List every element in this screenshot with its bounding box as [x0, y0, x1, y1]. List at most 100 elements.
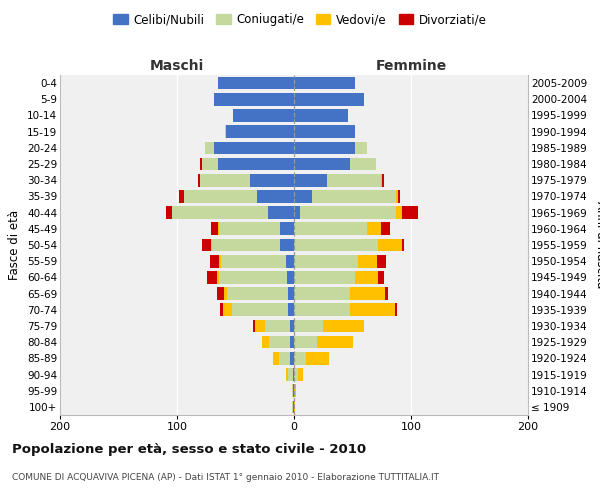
- Bar: [292, 384, 293, 397]
- Bar: [396, 206, 401, 219]
- Bar: [198, 174, 200, 186]
- Bar: [214, 142, 294, 154]
- Bar: [401, 206, 418, 219]
- Bar: [287, 271, 294, 283]
- Bar: [288, 368, 293, 381]
- Bar: [210, 255, 219, 268]
- Bar: [378, 238, 401, 252]
- Bar: [286, 255, 294, 268]
- Bar: [294, 255, 358, 268]
- Bar: [172, 206, 268, 219]
- Bar: [396, 190, 398, 202]
- Bar: [279, 352, 290, 364]
- Bar: [401, 238, 404, 252]
- Bar: [288, 304, 294, 316]
- Bar: [257, 190, 294, 202]
- Bar: [398, 190, 400, 202]
- Bar: [294, 384, 296, 397]
- Bar: [293, 368, 294, 381]
- Bar: [294, 288, 350, 300]
- Bar: [317, 336, 353, 348]
- Bar: [202, 158, 218, 170]
- Bar: [323, 320, 364, 332]
- Bar: [184, 190, 257, 202]
- Bar: [226, 126, 294, 138]
- Bar: [218, 77, 294, 90]
- Bar: [219, 271, 287, 283]
- Bar: [293, 400, 294, 413]
- Bar: [292, 400, 293, 413]
- Bar: [298, 368, 304, 381]
- Bar: [256, 320, 265, 332]
- Bar: [225, 126, 226, 138]
- Bar: [294, 93, 364, 106]
- Y-axis label: Fasce di età: Fasce di età: [8, 210, 22, 280]
- Bar: [166, 206, 172, 219]
- Bar: [290, 352, 294, 364]
- Bar: [294, 77, 355, 90]
- Bar: [224, 288, 227, 300]
- Bar: [290, 336, 294, 348]
- Bar: [227, 288, 288, 300]
- Bar: [205, 142, 214, 154]
- Bar: [300, 206, 396, 219]
- Bar: [219, 255, 221, 268]
- Bar: [358, 255, 377, 268]
- Bar: [232, 304, 288, 316]
- Bar: [294, 158, 350, 170]
- Bar: [250, 174, 294, 186]
- Bar: [350, 304, 395, 316]
- Bar: [294, 126, 355, 138]
- Bar: [218, 158, 294, 170]
- Bar: [395, 304, 397, 316]
- Bar: [294, 400, 295, 413]
- Bar: [382, 174, 384, 186]
- Bar: [219, 222, 280, 235]
- Bar: [377, 255, 386, 268]
- Bar: [294, 304, 350, 316]
- Bar: [273, 352, 279, 364]
- Bar: [269, 336, 290, 348]
- Bar: [350, 158, 376, 170]
- Bar: [294, 142, 355, 154]
- Bar: [306, 352, 329, 364]
- Bar: [265, 320, 290, 332]
- Bar: [294, 238, 378, 252]
- Bar: [280, 222, 294, 235]
- Bar: [268, 206, 294, 219]
- Bar: [212, 238, 280, 252]
- Y-axis label: Anni di nascita: Anni di nascita: [594, 202, 600, 288]
- Bar: [217, 271, 219, 283]
- Bar: [355, 142, 367, 154]
- Bar: [280, 238, 294, 252]
- Bar: [293, 384, 294, 397]
- Bar: [350, 288, 385, 300]
- Bar: [233, 109, 294, 122]
- Bar: [218, 222, 219, 235]
- Text: Femmine: Femmine: [376, 58, 446, 72]
- Bar: [378, 271, 384, 283]
- Text: COMUNE DI ACQUAVIVA PICENA (AP) - Dati ISTAT 1° gennaio 2010 - Elaborazione TUTT: COMUNE DI ACQUAVIVA PICENA (AP) - Dati I…: [12, 472, 439, 482]
- Bar: [327, 174, 380, 186]
- Bar: [294, 352, 306, 364]
- Bar: [294, 206, 300, 219]
- Bar: [380, 174, 382, 186]
- Bar: [262, 336, 269, 348]
- Bar: [288, 288, 294, 300]
- Bar: [221, 255, 286, 268]
- Bar: [200, 158, 202, 170]
- Bar: [200, 174, 250, 186]
- Bar: [294, 190, 311, 202]
- Bar: [223, 304, 232, 316]
- Bar: [294, 320, 323, 332]
- Bar: [367, 222, 380, 235]
- Bar: [294, 174, 327, 186]
- Bar: [202, 238, 211, 252]
- Bar: [217, 288, 224, 300]
- Bar: [220, 304, 223, 316]
- Bar: [286, 368, 288, 381]
- Bar: [294, 109, 348, 122]
- Bar: [355, 271, 378, 283]
- Bar: [294, 271, 355, 283]
- Bar: [214, 93, 294, 106]
